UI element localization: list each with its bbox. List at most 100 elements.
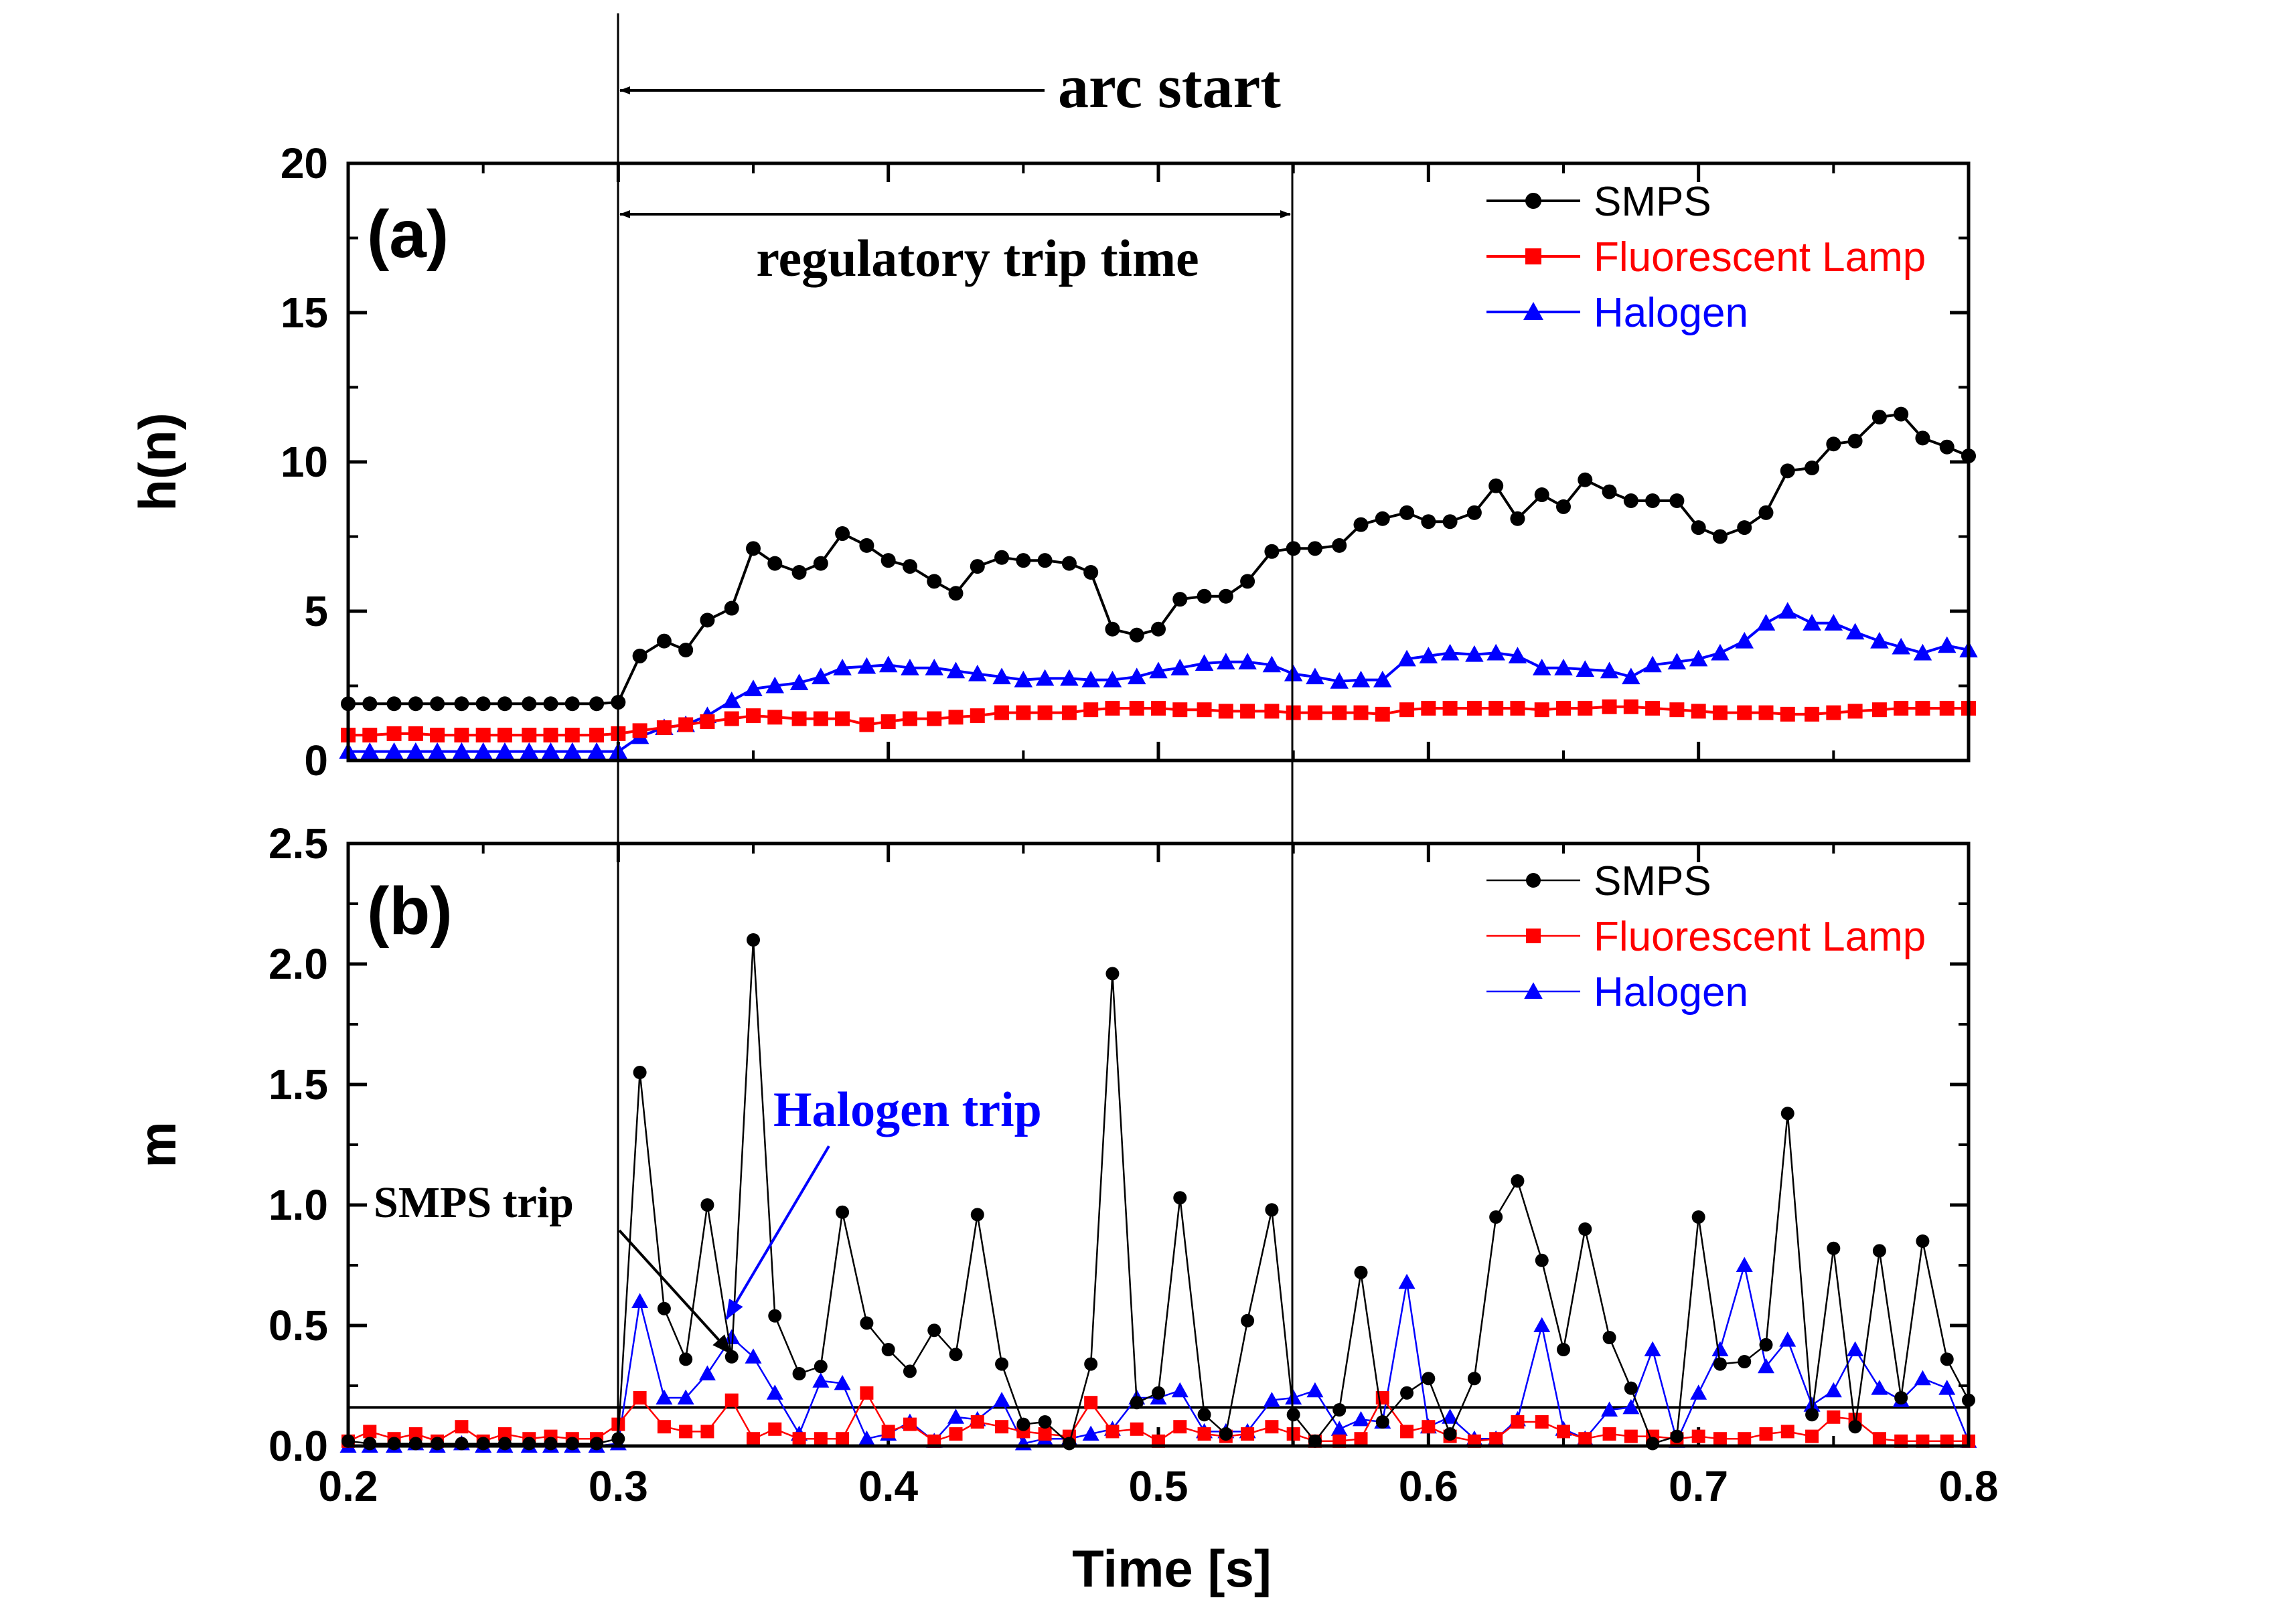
- data-point: [1489, 1210, 1503, 1224]
- data-point: [1557, 1425, 1570, 1439]
- panel-a: 0 5 10 15 20 (a) h(n) SMPS Fluorescent Lamp Ha…: [128, 139, 1978, 785]
- data-point: [813, 711, 828, 726]
- data-point: [902, 711, 917, 726]
- data-point: [520, 742, 538, 759]
- data-point: [657, 1301, 671, 1315]
- data-point: [1037, 553, 1053, 568]
- data-point: [903, 1364, 917, 1378]
- data-point: [949, 1427, 963, 1441]
- data-point: [563, 742, 582, 759]
- data-point: [1197, 1408, 1211, 1422]
- y-tick-label: 15: [281, 289, 328, 337]
- data-point: [1354, 1432, 1368, 1446]
- x-tick-label: 0.4: [858, 1462, 918, 1510]
- legend-marker: [1526, 873, 1541, 888]
- data-point: [970, 1208, 984, 1222]
- panel-a-series: [339, 406, 1978, 759]
- data-point: [1016, 553, 1031, 568]
- data-point: [656, 1389, 673, 1404]
- data-point: [791, 711, 807, 726]
- panel-b: 0.00.51.01.52.02.50.2 0.3 0.4 0.5 0.6 0.7 0.8 …: [128, 819, 1998, 1598]
- data-point: [835, 526, 850, 542]
- data-point: [498, 1427, 512, 1441]
- data-point: [1083, 565, 1099, 580]
- data-point: [1534, 487, 1549, 503]
- data-point: [791, 565, 807, 580]
- legend-label: Fluorescent Lamp: [1594, 914, 1926, 960]
- panel-a-label: (a): [367, 197, 449, 272]
- data-point: [1669, 493, 1685, 508]
- data-point: [497, 696, 512, 712]
- data-point: [722, 692, 741, 708]
- data-point: [430, 696, 445, 712]
- data-point: [1442, 514, 1458, 530]
- data-point: [949, 1348, 963, 1362]
- data-point: [476, 1437, 490, 1451]
- data-point: [1084, 1357, 1098, 1371]
- data-point: [1217, 653, 1235, 669]
- data-point: [1195, 654, 1214, 671]
- data-point: [1533, 1317, 1551, 1332]
- data-point: [473, 742, 493, 759]
- data-point: [431, 1437, 445, 1451]
- data-point: [995, 1357, 1009, 1371]
- data-point: [1240, 574, 1255, 589]
- x-tick-label: 0.6: [1399, 1462, 1458, 1510]
- data-point: [1014, 670, 1033, 688]
- data-point: [970, 559, 985, 574]
- data-point: [656, 720, 672, 735]
- data-point: [700, 1425, 714, 1439]
- data-point: [925, 658, 943, 675]
- data-point: [1332, 538, 1347, 553]
- data-point: [1084, 1396, 1098, 1410]
- data-point: [1127, 667, 1146, 685]
- data-point: [360, 742, 380, 759]
- data-point: [1600, 661, 1619, 679]
- data-point: [947, 1409, 964, 1424]
- data-point: [1845, 623, 1865, 640]
- data-point: [1172, 592, 1188, 607]
- data-point: [994, 705, 1010, 720]
- data-point: [1738, 1355, 1752, 1368]
- data-point: [1736, 1257, 1753, 1272]
- data-point: [1535, 1415, 1549, 1429]
- data-point: [724, 600, 739, 616]
- data-point: [1466, 700, 1482, 716]
- data-point: [1489, 1432, 1503, 1446]
- panel-b-ticks: 0.0 0.5 1.0 1.5 2.0 2.5 0.2 0.3 0.4 0.5 0.6 0.7 0.8: [269, 819, 1998, 1510]
- data-point: [408, 1427, 423, 1441]
- data-point: [1578, 1222, 1592, 1236]
- data-point: [1330, 672, 1349, 689]
- data-point: [428, 742, 447, 759]
- data-point: [1759, 1338, 1773, 1352]
- data-point: [1440, 643, 1460, 661]
- y-tick-label: 2.0: [269, 940, 328, 988]
- data-point: [1756, 614, 1776, 631]
- data-point: [812, 667, 830, 685]
- data-point: [1421, 700, 1436, 716]
- data-point: [1758, 1358, 1774, 1374]
- data-point: [1871, 410, 1887, 425]
- data-point: [1712, 529, 1728, 544]
- x-tick-label: 0.3: [589, 1462, 648, 1510]
- data-point: [1779, 1332, 1796, 1347]
- data-point: [766, 1384, 783, 1400]
- data-point: [1623, 699, 1638, 714]
- smps-trip-arrow: [618, 1229, 733, 1355]
- data-point: [765, 676, 785, 694]
- data-point: [813, 556, 828, 571]
- data-point: [1940, 1352, 1954, 1366]
- data-point: [1375, 1415, 1389, 1429]
- data-point: [1083, 702, 1099, 718]
- series-halogen: [339, 1257, 1977, 1453]
- data-point: [1354, 1265, 1368, 1279]
- smps-trip-annotation: SMPS trip: [374, 1178, 574, 1227]
- data-point: [1286, 1427, 1300, 1441]
- data-point: [700, 613, 715, 628]
- y-tick-label: 0.5: [269, 1301, 328, 1350]
- data-point: [1827, 1410, 1841, 1424]
- data-point: [1400, 1425, 1414, 1439]
- data-point: [1286, 541, 1301, 556]
- data-point: [363, 1437, 377, 1451]
- data-point: [541, 742, 560, 759]
